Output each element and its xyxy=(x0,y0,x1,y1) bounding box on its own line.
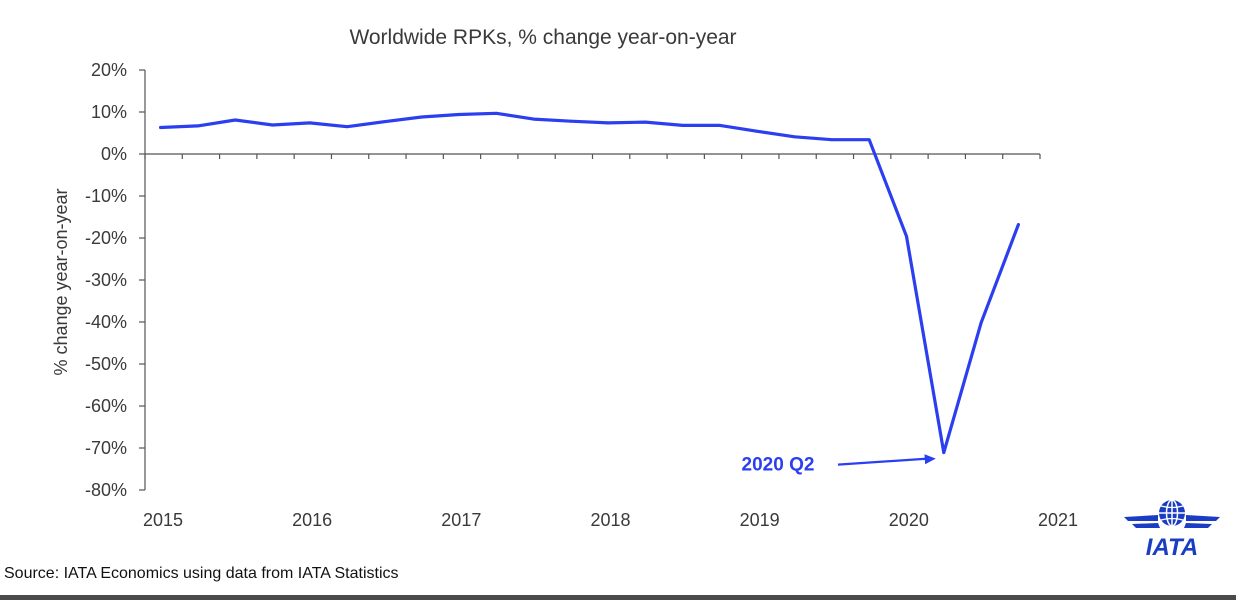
data-point xyxy=(569,119,573,123)
data-point xyxy=(830,138,834,142)
data-point xyxy=(979,321,983,325)
chart-title: Worldwide RPKs, % change year-on-year xyxy=(349,26,736,49)
annotation-arrow-line xyxy=(837,457,928,466)
x-tick-label: 2021 xyxy=(1038,510,1078,530)
globe-wings-icon: IATA xyxy=(1124,499,1220,561)
x-tick-label: 2017 xyxy=(441,510,481,530)
y-tick-label: -50% xyxy=(85,354,127,374)
y-tick-label: 20% xyxy=(91,60,127,80)
series-line xyxy=(159,111,1020,455)
y-tick-label: -80% xyxy=(85,480,127,500)
iata-logo: IATA xyxy=(1122,497,1222,561)
chart-axes xyxy=(144,70,1040,490)
x-axis: 2015 2016 2017 2018 2019 2020 2021 xyxy=(143,154,1078,530)
data-point xyxy=(718,124,722,127)
data-point xyxy=(233,118,237,122)
data-point xyxy=(644,120,647,124)
annotation-arrowhead xyxy=(924,454,936,465)
y-tick-label: 0% xyxy=(101,144,127,164)
annotation-label: 2020 Q2 xyxy=(742,455,815,476)
bottom-divider xyxy=(0,595,1236,600)
data-point xyxy=(308,121,312,125)
data-point xyxy=(271,123,274,127)
data-point xyxy=(681,124,685,127)
source-note: Source: IATA Economics using data from I… xyxy=(4,565,399,582)
data-point xyxy=(606,121,610,125)
y-axis: 20% 10% 0% -10% -20% -30% -40% -50% -60% -70% -80% xyxy=(85,60,145,500)
data-point xyxy=(532,117,535,121)
data-point xyxy=(196,124,200,128)
x-tick-label: 2018 xyxy=(590,510,630,530)
data-point xyxy=(159,126,163,129)
x-tick-label: 2016 xyxy=(292,510,332,530)
data-point xyxy=(1016,223,1020,226)
y-tick-label: -60% xyxy=(85,396,127,416)
data-point xyxy=(345,125,349,129)
y-tick-label: -20% xyxy=(85,228,127,248)
x-tick-label: 2019 xyxy=(740,510,780,530)
y-tick-label: -30% xyxy=(85,270,127,290)
data-point xyxy=(457,113,461,116)
data-point xyxy=(420,115,424,119)
data-point xyxy=(905,234,908,238)
x-tick-label: 2015 xyxy=(143,510,183,530)
data-point xyxy=(942,451,946,455)
y-tick-label: -70% xyxy=(85,438,127,458)
y-tick-label: -10% xyxy=(85,186,127,206)
y-axis-title: % change year-on-year xyxy=(51,188,71,375)
data-point xyxy=(382,120,386,124)
series-layer xyxy=(159,111,1020,455)
data-point xyxy=(867,138,871,142)
logo-wordmark: IATA xyxy=(1146,534,1198,559)
data-point xyxy=(494,111,498,115)
y-tick-label: 10% xyxy=(91,102,127,122)
x-tick-label: 2020 xyxy=(889,510,929,530)
data-point xyxy=(755,129,759,133)
data-point xyxy=(793,135,797,139)
annotation: 2020 Q2 xyxy=(742,454,936,476)
y-tick-label: -40% xyxy=(85,312,127,332)
